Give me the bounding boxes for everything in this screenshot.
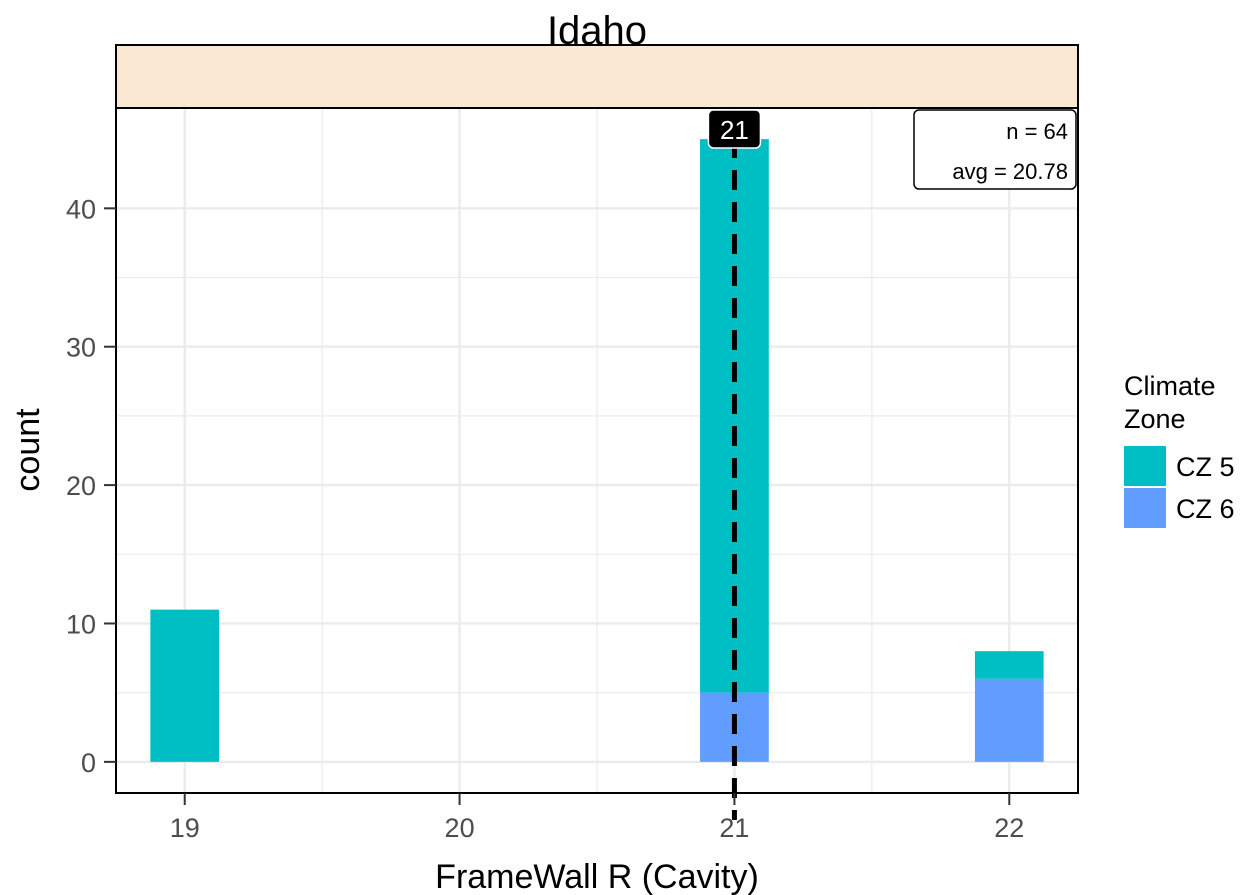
legend-label-cz5: CZ 5 (1176, 452, 1235, 482)
facet-strip (115, 44, 1079, 109)
y-tick-label: 0 (81, 748, 96, 778)
panel-border (115, 107, 1079, 794)
bar-cz6-22 (974, 678, 1044, 762)
x-tick-label: 21 (719, 813, 749, 843)
y-axis: 0 10 20 30 40 (66, 194, 116, 778)
bar-cz5-19 (150, 609, 220, 762)
legend-label-cz6: CZ 6 (1176, 494, 1235, 524)
x-axis-title: FrameWall R (Cavity) (435, 858, 759, 895)
reference-label: 21 (720, 115, 749, 145)
reference-line-group: 21 (707, 109, 762, 820)
y-tick-label: 30 (66, 333, 96, 363)
bars (150, 139, 1044, 762)
y-tick-label: 40 (66, 194, 96, 224)
y-tick-label: 10 (66, 609, 96, 639)
reference-label-box (707, 109, 762, 149)
y-tick-label: 20 (66, 471, 96, 501)
stats-box (913, 109, 1077, 190)
avg-label: avg = 20.78 (952, 159, 1068, 184)
stats-annotation: n = 64 avg = 20.78 (913, 109, 1077, 190)
bar-cz5-22 (974, 651, 1044, 679)
bar-cz5-21 (700, 139, 769, 693)
x-tick-label: 20 (445, 813, 475, 843)
x-axis: 19 20 21 22 (170, 793, 1024, 843)
legend-key-cz6 (1124, 488, 1166, 528)
y-axis-title: count (9, 408, 47, 492)
x-tick-label: 22 (994, 813, 1024, 843)
legend: Climate Zone CZ 5 CZ 6 (1124, 371, 1235, 528)
legend-title-line1: Climate (1124, 371, 1216, 401)
legend-title-line2: Zone (1124, 404, 1186, 434)
n-label: n = 64 (1006, 119, 1068, 144)
legend-key-cz5 (1124, 446, 1166, 486)
facet-title: Idaho (547, 9, 647, 53)
x-tick-label: 19 (170, 813, 200, 843)
